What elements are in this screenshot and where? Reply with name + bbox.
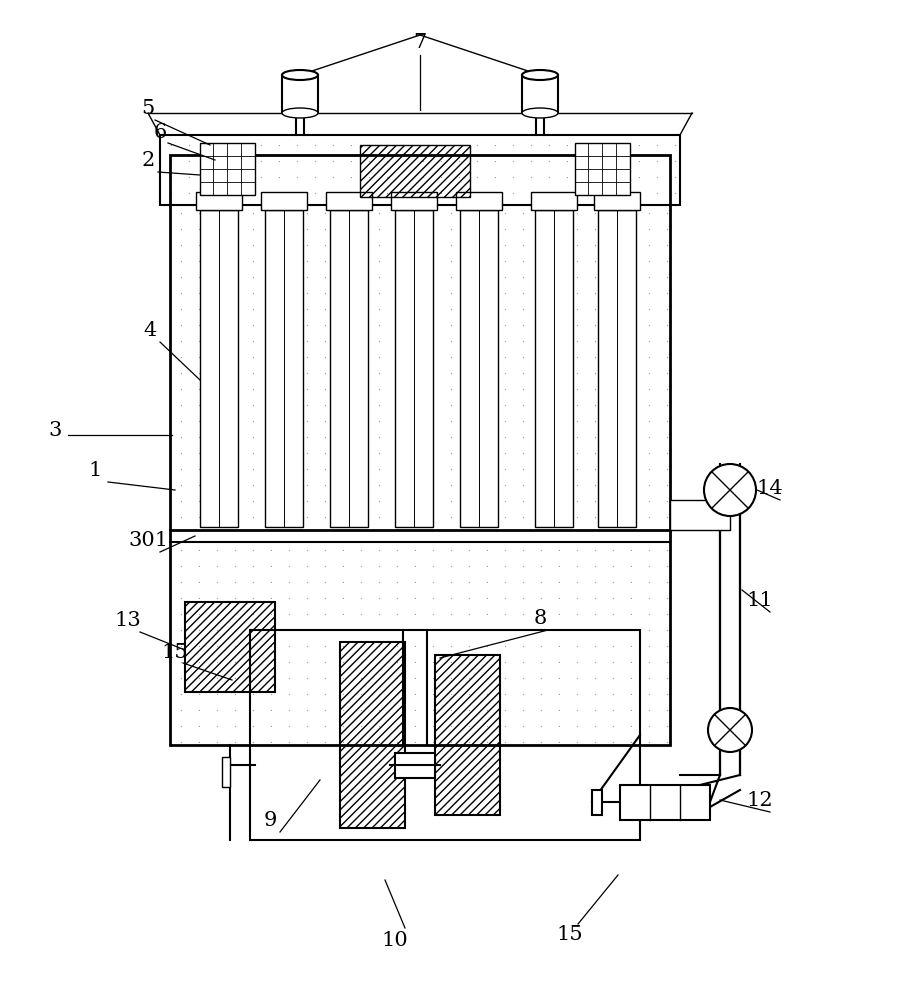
Bar: [282, 75, 318, 113]
Text: 9: 9: [264, 810, 276, 830]
Circle shape: [704, 464, 756, 516]
Bar: [620, 785, 710, 820]
Bar: [196, 192, 242, 210]
Text: 4: 4: [144, 320, 156, 340]
Ellipse shape: [522, 70, 558, 80]
Text: 6: 6: [154, 122, 167, 141]
Circle shape: [708, 708, 752, 752]
Bar: [435, 655, 500, 815]
Ellipse shape: [282, 70, 318, 80]
Text: 1: 1: [89, 460, 102, 480]
Text: 13: 13: [114, 610, 142, 630]
Text: 14: 14: [757, 479, 783, 497]
Bar: [200, 210, 238, 527]
Text: 10: 10: [382, 930, 408, 950]
Ellipse shape: [522, 108, 558, 118]
Bar: [594, 192, 640, 210]
Bar: [265, 210, 303, 527]
Bar: [160, 135, 680, 205]
Bar: [522, 75, 558, 113]
Bar: [326, 192, 372, 210]
Bar: [670, 500, 730, 530]
Bar: [592, 790, 602, 815]
Bar: [200, 143, 255, 195]
Text: 5: 5: [142, 99, 155, 117]
Bar: [360, 145, 470, 197]
Bar: [330, 210, 368, 527]
Text: 12: 12: [747, 790, 773, 810]
Text: 301: 301: [128, 530, 168, 550]
Bar: [531, 192, 577, 210]
Text: 15: 15: [556, 926, 584, 944]
Bar: [535, 210, 573, 527]
Text: 3: 3: [48, 420, 61, 440]
Bar: [261, 192, 307, 210]
Bar: [250, 630, 640, 840]
Bar: [456, 192, 502, 210]
Bar: [575, 143, 630, 195]
Bar: [391, 192, 437, 210]
Bar: [170, 155, 670, 745]
Ellipse shape: [282, 108, 318, 118]
Text: 7: 7: [414, 32, 426, 51]
Bar: [222, 757, 230, 787]
Text: 15: 15: [162, 643, 188, 662]
Text: 8: 8: [533, 608, 546, 628]
Bar: [185, 602, 275, 692]
Bar: [340, 642, 405, 828]
Text: 2: 2: [142, 150, 155, 169]
Bar: [598, 210, 636, 527]
Bar: [395, 753, 435, 778]
Bar: [460, 210, 498, 527]
Bar: [395, 210, 433, 527]
Text: 11: 11: [747, 590, 773, 609]
